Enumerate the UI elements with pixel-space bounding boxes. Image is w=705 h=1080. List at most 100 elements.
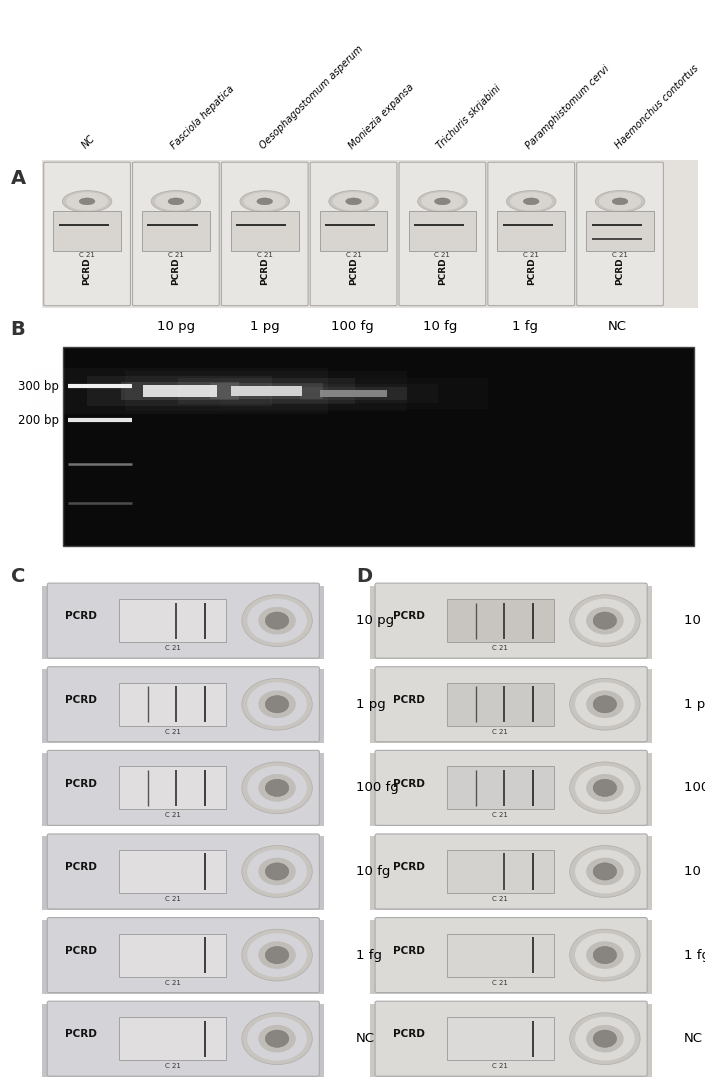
Circle shape (586, 774, 624, 801)
Text: C 21: C 21 (168, 253, 184, 258)
Circle shape (329, 190, 379, 212)
Circle shape (258, 1025, 296, 1053)
Circle shape (595, 190, 645, 212)
Circle shape (247, 933, 307, 977)
Bar (119, 933, 226, 976)
Text: 10 pg: 10 pg (356, 615, 394, 627)
Bar (42, 920, 324, 994)
Text: C 21: C 21 (165, 896, 180, 902)
Circle shape (434, 198, 450, 205)
Circle shape (247, 766, 307, 810)
Circle shape (593, 696, 617, 713)
Bar (42, 753, 324, 826)
Text: PCRD: PCRD (393, 946, 425, 956)
Circle shape (506, 190, 556, 212)
Circle shape (151, 190, 201, 212)
FancyBboxPatch shape (399, 162, 486, 306)
Circle shape (570, 846, 640, 897)
Text: C: C (11, 567, 25, 585)
Circle shape (570, 1013, 640, 1065)
FancyBboxPatch shape (47, 1001, 319, 1076)
FancyBboxPatch shape (47, 751, 319, 825)
Bar (42, 160, 698, 308)
Text: Fasciola hepatica: Fasciola hepatica (168, 83, 236, 151)
Text: PCRD: PCRD (66, 611, 97, 621)
Text: PCRD: PCRD (393, 779, 425, 788)
Bar (320, 212, 387, 251)
FancyBboxPatch shape (47, 918, 319, 993)
Text: NC: NC (608, 321, 626, 334)
Text: Trichuris skrjabini: Trichuris skrjabini (435, 83, 503, 151)
Text: C 21: C 21 (493, 812, 508, 819)
Text: PCRD: PCRD (66, 946, 97, 956)
Text: 1 fg: 1 fg (513, 321, 538, 334)
FancyBboxPatch shape (44, 162, 130, 306)
Text: NC: NC (684, 1032, 703, 1045)
Circle shape (417, 190, 467, 212)
Circle shape (586, 690, 624, 718)
Circle shape (265, 780, 289, 796)
FancyBboxPatch shape (488, 162, 575, 306)
Text: C 21: C 21 (493, 896, 508, 902)
Text: PCRD: PCRD (66, 1029, 97, 1039)
Text: C 21: C 21 (493, 980, 508, 986)
Text: 1 pg: 1 pg (684, 698, 705, 711)
Circle shape (242, 595, 312, 647)
Text: C 21: C 21 (165, 812, 180, 819)
Text: C 21: C 21 (434, 253, 450, 258)
Text: C 21: C 21 (493, 729, 508, 734)
Circle shape (244, 192, 286, 211)
Text: C 21: C 21 (523, 253, 539, 258)
Bar (119, 1017, 226, 1061)
Text: 100 fg: 100 fg (356, 781, 399, 795)
Circle shape (593, 612, 617, 630)
Circle shape (575, 598, 634, 643)
Bar (370, 753, 652, 826)
Circle shape (79, 198, 95, 205)
Circle shape (257, 198, 273, 205)
Bar (119, 599, 226, 643)
Bar (119, 683, 226, 726)
Text: A: A (11, 170, 25, 188)
Text: 100 fg: 100 fg (684, 781, 705, 795)
Circle shape (612, 198, 628, 205)
Text: C 21: C 21 (612, 253, 628, 258)
Circle shape (570, 595, 640, 647)
Text: PCRD: PCRD (171, 257, 180, 284)
Circle shape (258, 774, 296, 801)
Circle shape (240, 190, 290, 212)
Circle shape (168, 198, 184, 205)
Text: NC: NC (80, 134, 97, 151)
Bar (121, 381, 239, 401)
Text: C 21: C 21 (345, 253, 362, 258)
Text: PCRD: PCRD (260, 257, 269, 284)
Bar (447, 1017, 554, 1061)
Circle shape (523, 198, 539, 205)
FancyBboxPatch shape (577, 162, 663, 306)
Text: PCRD: PCRD (393, 694, 425, 705)
Circle shape (599, 192, 641, 211)
Circle shape (586, 942, 624, 969)
Bar (409, 212, 476, 251)
Text: Haemonchus contortus: Haemonchus contortus (613, 64, 700, 151)
Circle shape (575, 850, 634, 893)
Text: PCRD: PCRD (393, 862, 425, 873)
Circle shape (575, 933, 634, 977)
Bar (587, 212, 654, 251)
Circle shape (575, 1016, 634, 1061)
Circle shape (242, 678, 312, 730)
Circle shape (570, 762, 640, 813)
Text: 10 pg: 10 pg (157, 321, 195, 334)
FancyBboxPatch shape (375, 834, 647, 909)
FancyBboxPatch shape (375, 918, 647, 993)
Circle shape (575, 766, 634, 810)
Text: B: B (11, 321, 25, 339)
Circle shape (265, 696, 289, 713)
Bar (210, 382, 323, 400)
Text: PCRD: PCRD (393, 1029, 425, 1039)
FancyBboxPatch shape (221, 162, 308, 306)
FancyBboxPatch shape (375, 583, 647, 658)
Text: PCRD: PCRD (615, 257, 625, 284)
Bar (42, 585, 324, 659)
Text: C 21: C 21 (257, 253, 273, 258)
